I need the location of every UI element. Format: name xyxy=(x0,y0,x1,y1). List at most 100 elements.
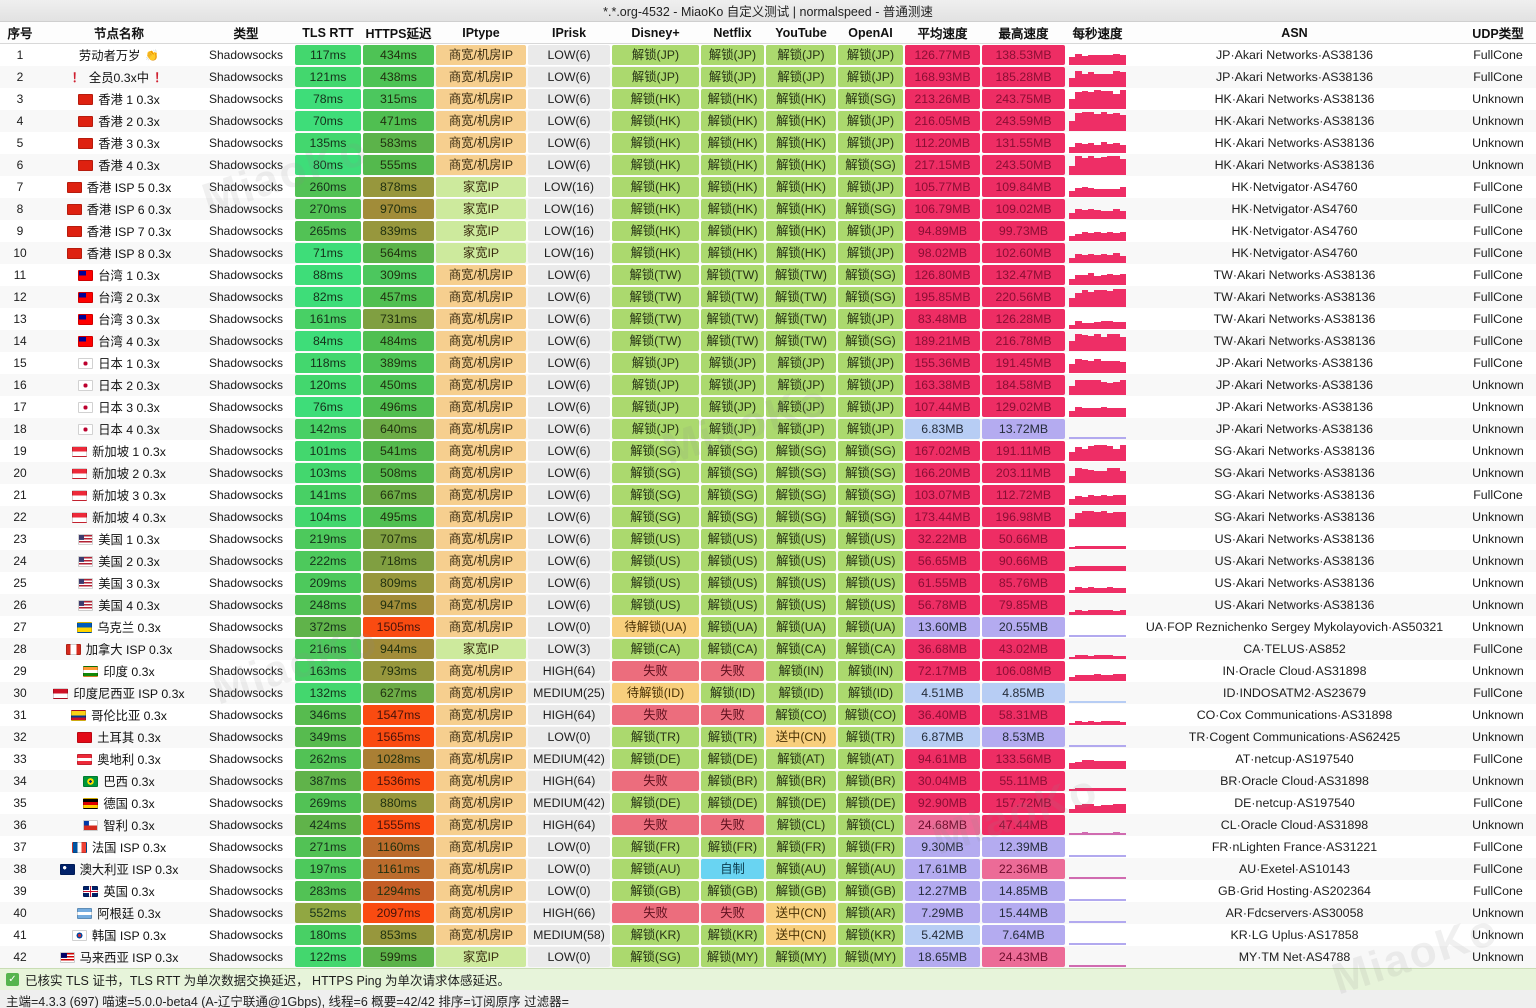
iptype-cell: 家宽IP xyxy=(435,946,527,968)
speed-sparkline xyxy=(1069,420,1126,439)
country-flag-icon xyxy=(78,533,94,545)
asn-cell: TW·Akari Networks·AS38136 xyxy=(1213,268,1376,282)
node-name-cell: 新加坡 1 0.3x xyxy=(40,440,198,462)
netflix-unlock-cell: 解锁(JP) xyxy=(700,66,765,88)
youtube-unlock-cell: 解锁(TW) xyxy=(765,286,837,308)
node-name: 马来西亚 ISP 0.3x xyxy=(79,951,179,965)
https-latency-cell: 484ms xyxy=(362,330,435,352)
speed-sparkline-cell xyxy=(1066,352,1129,374)
udp-type-cell: Unknown xyxy=(1472,466,1524,480)
udp-type-cell: FullCone xyxy=(1473,290,1523,304)
disney-unlock-cell: 解锁(JP) xyxy=(611,352,700,374)
asn-cell: FR·nLighten France·AS31221 xyxy=(1211,840,1378,854)
disney-unlock-cell: 解锁(KR) xyxy=(611,924,700,946)
asn-cell: JP·Akari Networks·AS38136 xyxy=(1215,70,1373,84)
table-header-row: 序号 节点名称 类型 TLS RTT HTTPS延迟 IPtype IPrisk Disney… xyxy=(0,22,1536,44)
netflix-unlock-cell: 解锁(ID) xyxy=(700,682,765,704)
youtube-unlock-cell: 解锁(FR) xyxy=(765,836,837,858)
avg-speed-cell: 155.36MB xyxy=(904,352,981,374)
https-latency-cell: 793ms xyxy=(362,660,435,682)
netflix-unlock-cell: 解锁(HK) xyxy=(700,132,765,154)
node-type-cell: Shadowsocks xyxy=(208,774,284,788)
node-name: 美国 2 0.3x xyxy=(98,555,160,569)
max-speed-cell: 20.55MB xyxy=(981,616,1066,638)
node-index-cell: 36 xyxy=(13,818,27,832)
youtube-unlock-cell: 解锁(SG) xyxy=(765,462,837,484)
check-icon: ✓ xyxy=(6,973,19,986)
node-type-cell: Shadowsocks xyxy=(208,950,284,964)
max-speed-cell: 243.50MB xyxy=(981,154,1066,176)
openai-unlock-cell: 解锁(JP) xyxy=(837,308,904,330)
avg-speed-cell: 217.15MB xyxy=(904,154,981,176)
avg-speed-cell: 83.48MB xyxy=(904,308,981,330)
node-type-cell: Shadowsocks xyxy=(208,444,284,458)
speed-sparkline xyxy=(1069,244,1126,263)
netflix-unlock-cell: 解锁(DE) xyxy=(700,792,765,814)
https-latency-cell: 389ms xyxy=(362,352,435,374)
node-type-cell: Shadowsocks xyxy=(208,290,284,304)
column-header-0: 序号 xyxy=(0,22,40,44)
youtube-unlock-cell: 解锁(US) xyxy=(765,594,837,616)
tls-rtt-cell: 76ms xyxy=(294,396,362,418)
node-row: 17 日本 3 0.3x Shadowsocks 76ms 496ms 商宽/机房IP LO… xyxy=(0,396,1536,418)
disney-unlock-cell: 解锁(HK) xyxy=(611,242,700,264)
https-latency-cell: 471ms xyxy=(362,110,435,132)
udp-type-cell: FullCone xyxy=(1473,246,1523,260)
avg-speed-cell: 173.44MB xyxy=(904,506,981,528)
youtube-unlock-cell: 解锁(HK) xyxy=(765,220,837,242)
max-speed-cell: 243.75MB xyxy=(981,88,1066,110)
https-latency-cell: 880ms xyxy=(362,792,435,814)
node-row: 39 英国 0.3x Shadowsocks 283ms 1294ms 商宽/机房IP LO… xyxy=(0,880,1536,902)
asn-cell: HK·Netvigator·AS4760 xyxy=(1231,202,1358,216)
tls-rtt-cell: 260ms xyxy=(294,176,362,198)
node-row: 25 美国 3 0.3x Shadowsocks 209ms 809ms 商宽/机房IP L… xyxy=(0,572,1536,594)
avg-speed-cell: 9.30MB xyxy=(904,836,981,858)
speed-sparkline-cell xyxy=(1066,440,1129,462)
node-type-cell: Shadowsocks xyxy=(208,862,284,876)
country-flag-icon xyxy=(78,291,94,303)
netflix-unlock-cell: 解锁(US) xyxy=(700,550,765,572)
avg-speed-cell: 126.77MB xyxy=(904,44,981,67)
udp-type-cell: FullCone xyxy=(1473,796,1523,810)
iptype-cell: 商宽/机房IP xyxy=(435,550,527,572)
node-name-cell: 台湾 4 0.3x xyxy=(40,330,198,352)
node-name: 美国 3 0.3x xyxy=(98,577,160,591)
node-index-cell: 16 xyxy=(13,378,27,392)
asn-cell: TW·Akari Networks·AS38136 xyxy=(1213,290,1376,304)
openai-unlock-cell: 解锁(AU) xyxy=(837,858,904,880)
iptype-cell: 商宽/机房IP xyxy=(435,330,527,352)
tls-rtt-cell: 163ms xyxy=(294,660,362,682)
node-row: 32 土耳其 0.3x Shadowsocks 349ms 1565ms 商宽/机房IP L… xyxy=(0,726,1536,748)
node-index-cell: 15 xyxy=(13,356,27,370)
node-row: 18 日本 4 0.3x Shadowsocks 142ms 640ms 商宽/机房IP L… xyxy=(0,418,1536,440)
tls-rtt-cell: 180ms xyxy=(294,924,362,946)
https-latency-cell: 718ms xyxy=(362,550,435,572)
openai-unlock-cell: 解锁(SG) xyxy=(837,440,904,462)
openai-unlock-cell: 解锁(FR) xyxy=(837,836,904,858)
node-name: 新加坡 1 0.3x xyxy=(92,445,166,459)
https-latency-cell: 809ms xyxy=(362,572,435,594)
node-row: 8 香港 ISP 6 0.3x Shadowsocks 270ms 970ms 家宽IP L… xyxy=(0,198,1536,220)
speed-sparkline-cell xyxy=(1066,902,1129,924)
openai-unlock-cell: 解锁(JP) xyxy=(837,110,904,132)
udp-type-cell: Unknown xyxy=(1472,554,1524,568)
openai-unlock-cell: 解锁(JP) xyxy=(837,242,904,264)
tls-rtt-cell: 82ms xyxy=(294,286,362,308)
udp-type-cell: Unknown xyxy=(1472,400,1524,414)
udp-type-cell: FullCone xyxy=(1473,268,1523,282)
netflix-unlock-cell: 解锁(SG) xyxy=(700,462,765,484)
node-name-cell: 香港 1 0.3x xyxy=(40,88,198,110)
https-latency-cell: 1161ms xyxy=(362,858,435,880)
speed-sparkline-cell xyxy=(1066,770,1129,792)
iptype-cell: 商宽/机房IP xyxy=(435,924,527,946)
speed-sparkline xyxy=(1069,926,1126,945)
node-index-cell: 8 xyxy=(16,202,24,216)
youtube-unlock-cell: 解锁(CA) xyxy=(765,638,837,660)
asn-cell: CA·TELUS·AS852 xyxy=(1243,642,1346,656)
openai-unlock-cell: 解锁(JP) xyxy=(837,132,904,154)
node-row: 11 台湾 1 0.3x Shadowsocks 88ms 309ms 商宽/机房IP LO… xyxy=(0,264,1536,286)
speed-sparkline-cell xyxy=(1066,418,1129,440)
node-name: 新加坡 3 0.3x xyxy=(92,489,166,503)
speed-sparkline xyxy=(1069,750,1126,769)
tls-rtt-cell: 88ms xyxy=(294,264,362,286)
